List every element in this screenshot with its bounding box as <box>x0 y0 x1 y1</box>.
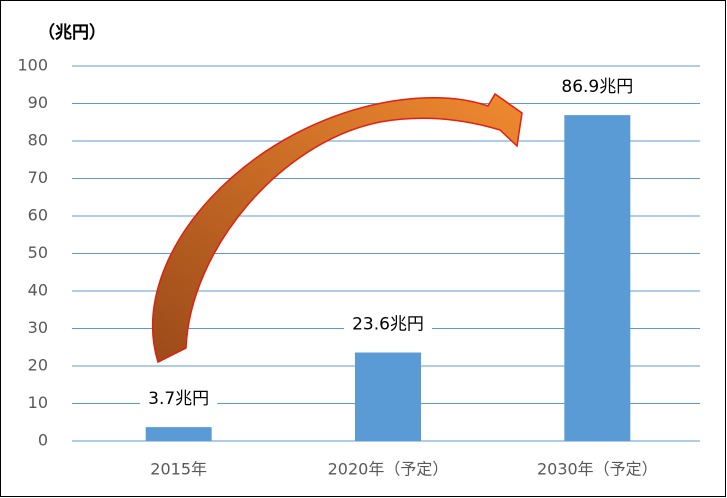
y-tick-label: 20 <box>28 356 48 375</box>
bar <box>145 427 212 441</box>
y-tick-label: 0 <box>38 431 48 450</box>
y-tick-label: 50 <box>28 243 48 262</box>
data-label: 3.7兆円 <box>148 389 209 409</box>
y-tick-label: 70 <box>28 168 48 187</box>
growth-arrow <box>152 92 523 364</box>
y-tick-label: 80 <box>28 131 48 150</box>
y-axis-label: （兆円） <box>38 22 106 43</box>
y-tick-label: 40 <box>28 281 48 300</box>
data-label: 23.6兆円 <box>352 315 424 335</box>
y-tick-label: 100 <box>17 56 48 75</box>
y-tick-label: 30 <box>28 318 48 337</box>
data-label-bg <box>344 311 432 338</box>
x-tick-label: 2030年（予定） <box>537 460 658 479</box>
x-tick-label: 2020年（予定） <box>328 460 449 479</box>
data-label-bg <box>140 386 218 413</box>
marks: 3.7兆円 23.6兆円 86.9兆円 <box>140 74 642 441</box>
y-tick-label: 60 <box>28 206 48 225</box>
data-label: 86.9兆円 <box>561 77 633 97</box>
bar <box>564 115 631 441</box>
y-tick-label: 10 <box>28 393 48 412</box>
bar <box>355 352 421 441</box>
data-label-bg <box>553 74 642 101</box>
y-tick-label: 90 <box>28 93 48 112</box>
x-tick-label: 2015年 <box>150 460 207 479</box>
